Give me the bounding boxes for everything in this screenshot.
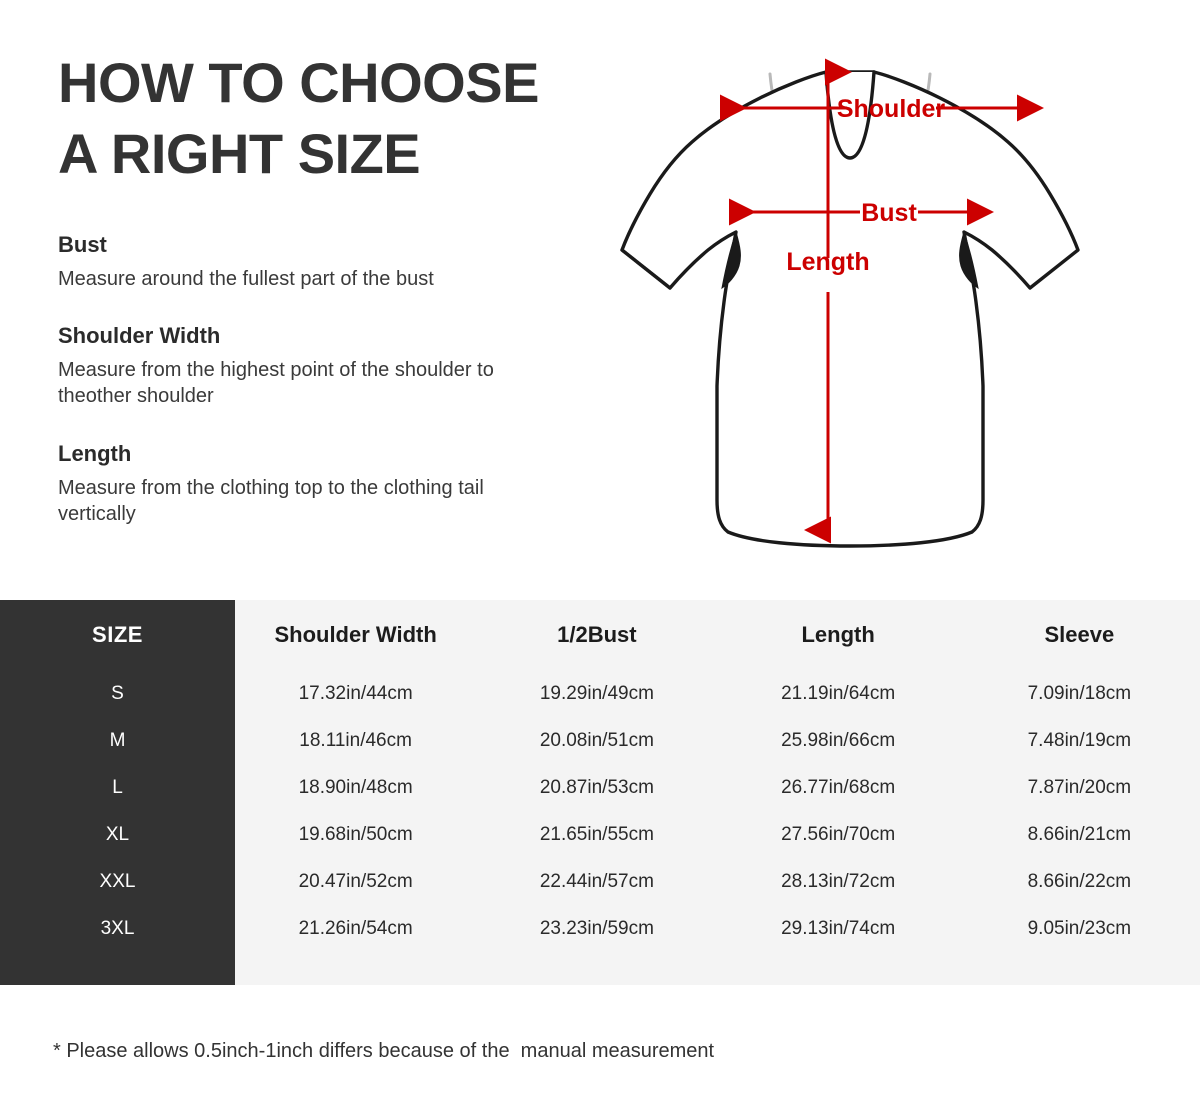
- column-header-shoulder-width: Shoulder Width: [274, 622, 437, 647]
- measurement-term: Length: [58, 441, 132, 467]
- size-column: SIZE S M L XL XXL 3XL: [0, 600, 235, 985]
- cell-shoulder-width: 19.68in/50cm: [298, 823, 413, 845]
- size-cell: L: [112, 776, 123, 798]
- measurement-description: Measure from the clothing top to the clo…: [58, 476, 484, 526]
- right-underarm-shape: [959, 230, 979, 290]
- table-row: 19.68in/50cm 21.65in/55cm 27.56in/70cm 8…: [235, 811, 1200, 858]
- tshirt-diagram: Length Shoulder Bust: [600, 30, 1160, 575]
- cell-length: 21.19in/64cm: [781, 682, 896, 704]
- size-cell: M: [109, 729, 126, 751]
- left-sleeve-crease: [620, 248, 672, 290]
- cell-sleeve: 8.66in/22cm: [1027, 870, 1132, 892]
- cell-sleeve: 7.48in/19cm: [1027, 729, 1132, 751]
- measurement-item-shoulder-width: Shoulder Width Measure from the highest …: [58, 322, 598, 410]
- column-header-sleeve: Sleeve: [1044, 622, 1115, 647]
- cell-half-bust: 20.87in/53cm: [539, 776, 654, 798]
- column-header-length: Length: [801, 622, 875, 647]
- measurement-term: Shoulder Width: [58, 323, 221, 349]
- cell-shoulder-width: 21.26in/54cm: [298, 917, 413, 939]
- bust-label: Bust: [861, 199, 917, 227]
- measurement-item-length: Length Measure from the clothing top to …: [58, 440, 598, 528]
- cell-shoulder-width: 20.47in/52cm: [298, 870, 413, 892]
- size-chart-table: SIZE S M L XL XXL 3XL Shoulder Width 1/2…: [0, 600, 1200, 985]
- cell-length: 28.13in/72cm: [781, 870, 896, 892]
- size-cell: XL: [105, 823, 130, 845]
- cell-sleeve: 7.87in/20cm: [1027, 776, 1132, 798]
- table-row: 18.90in/48cm 20.87in/53cm 26.77in/68cm 7…: [235, 764, 1200, 811]
- left-underarm-shape: [721, 230, 741, 290]
- measurement-description: Measure from the highest point of the sh…: [58, 358, 494, 408]
- cell-sleeve: 9.05in/23cm: [1027, 917, 1132, 939]
- measurement-item-bust: Bust Measure around the fullest part of …: [58, 231, 598, 292]
- size-cell: 3XL: [100, 917, 135, 939]
- cell-sleeve: 8.66in/21cm: [1027, 823, 1132, 845]
- cell-sleeve: 7.09in/18cm: [1027, 682, 1132, 704]
- column-header-half-bust: 1/2Bust: [557, 622, 637, 647]
- cell-half-bust: 20.08in/51cm: [539, 729, 654, 751]
- table-row: 18.11in/46cm 20.08in/51cm 25.98in/66cm 7…: [235, 717, 1200, 764]
- cell-half-bust: 22.44in/57cm: [539, 870, 654, 892]
- size-cell: S: [111, 682, 124, 704]
- shoulder-label: Shoulder: [837, 95, 946, 123]
- page-title: HOW TO CHOOSE A RIGHT SIZE: [58, 51, 539, 185]
- instructions-panel: HOW TO CHOOSE A RIGHT SIZE Bust Measure …: [58, 48, 598, 528]
- cell-shoulder-width: 18.11in/46cm: [299, 729, 412, 751]
- size-cell: XXL: [99, 870, 136, 892]
- cell-half-bust: 21.65in/55cm: [539, 823, 654, 845]
- measurement-disclaimer: * Please allows 0.5inch-1inch differs be…: [53, 1040, 715, 1062]
- table-row: 21.26in/54cm 23.23in/59cm 29.13in/74cm 9…: [235, 905, 1200, 952]
- column-header-size: SIZE: [92, 622, 143, 647]
- cell-shoulder-width: 17.32in/44cm: [298, 682, 413, 704]
- cell-length: 25.98in/66cm: [781, 729, 896, 751]
- cell-shoulder-width: 18.90in/48cm: [298, 776, 413, 798]
- measurements-column-group: Shoulder Width 1/2Bust Length Sleeve 17.…: [235, 600, 1200, 985]
- cell-half-bust: 19.29in/49cm: [539, 682, 654, 704]
- cell-half-bust: 23.23in/59cm: [539, 917, 654, 939]
- cell-length: 26.77in/68cm: [781, 776, 896, 798]
- tshirt-outline-shape: [620, 70, 1080, 548]
- measurement-term: Bust: [58, 232, 107, 258]
- table-row: 20.47in/52cm 22.44in/57cm 28.13in/72cm 8…: [235, 858, 1200, 905]
- collar-shape: [824, 70, 876, 160]
- length-label: Length: [786, 248, 869, 276]
- table-row: 17.32in/44cm 19.29in/49cm 21.19in/64cm 7…: [235, 670, 1200, 717]
- measurement-description: Measure around the fullest part of the b…: [58, 267, 434, 290]
- table-header-row: Shoulder Width 1/2Bust Length Sleeve: [235, 600, 1200, 670]
- cell-length: 29.13in/74cm: [781, 917, 896, 939]
- cell-length: 27.56in/70cm: [781, 823, 896, 845]
